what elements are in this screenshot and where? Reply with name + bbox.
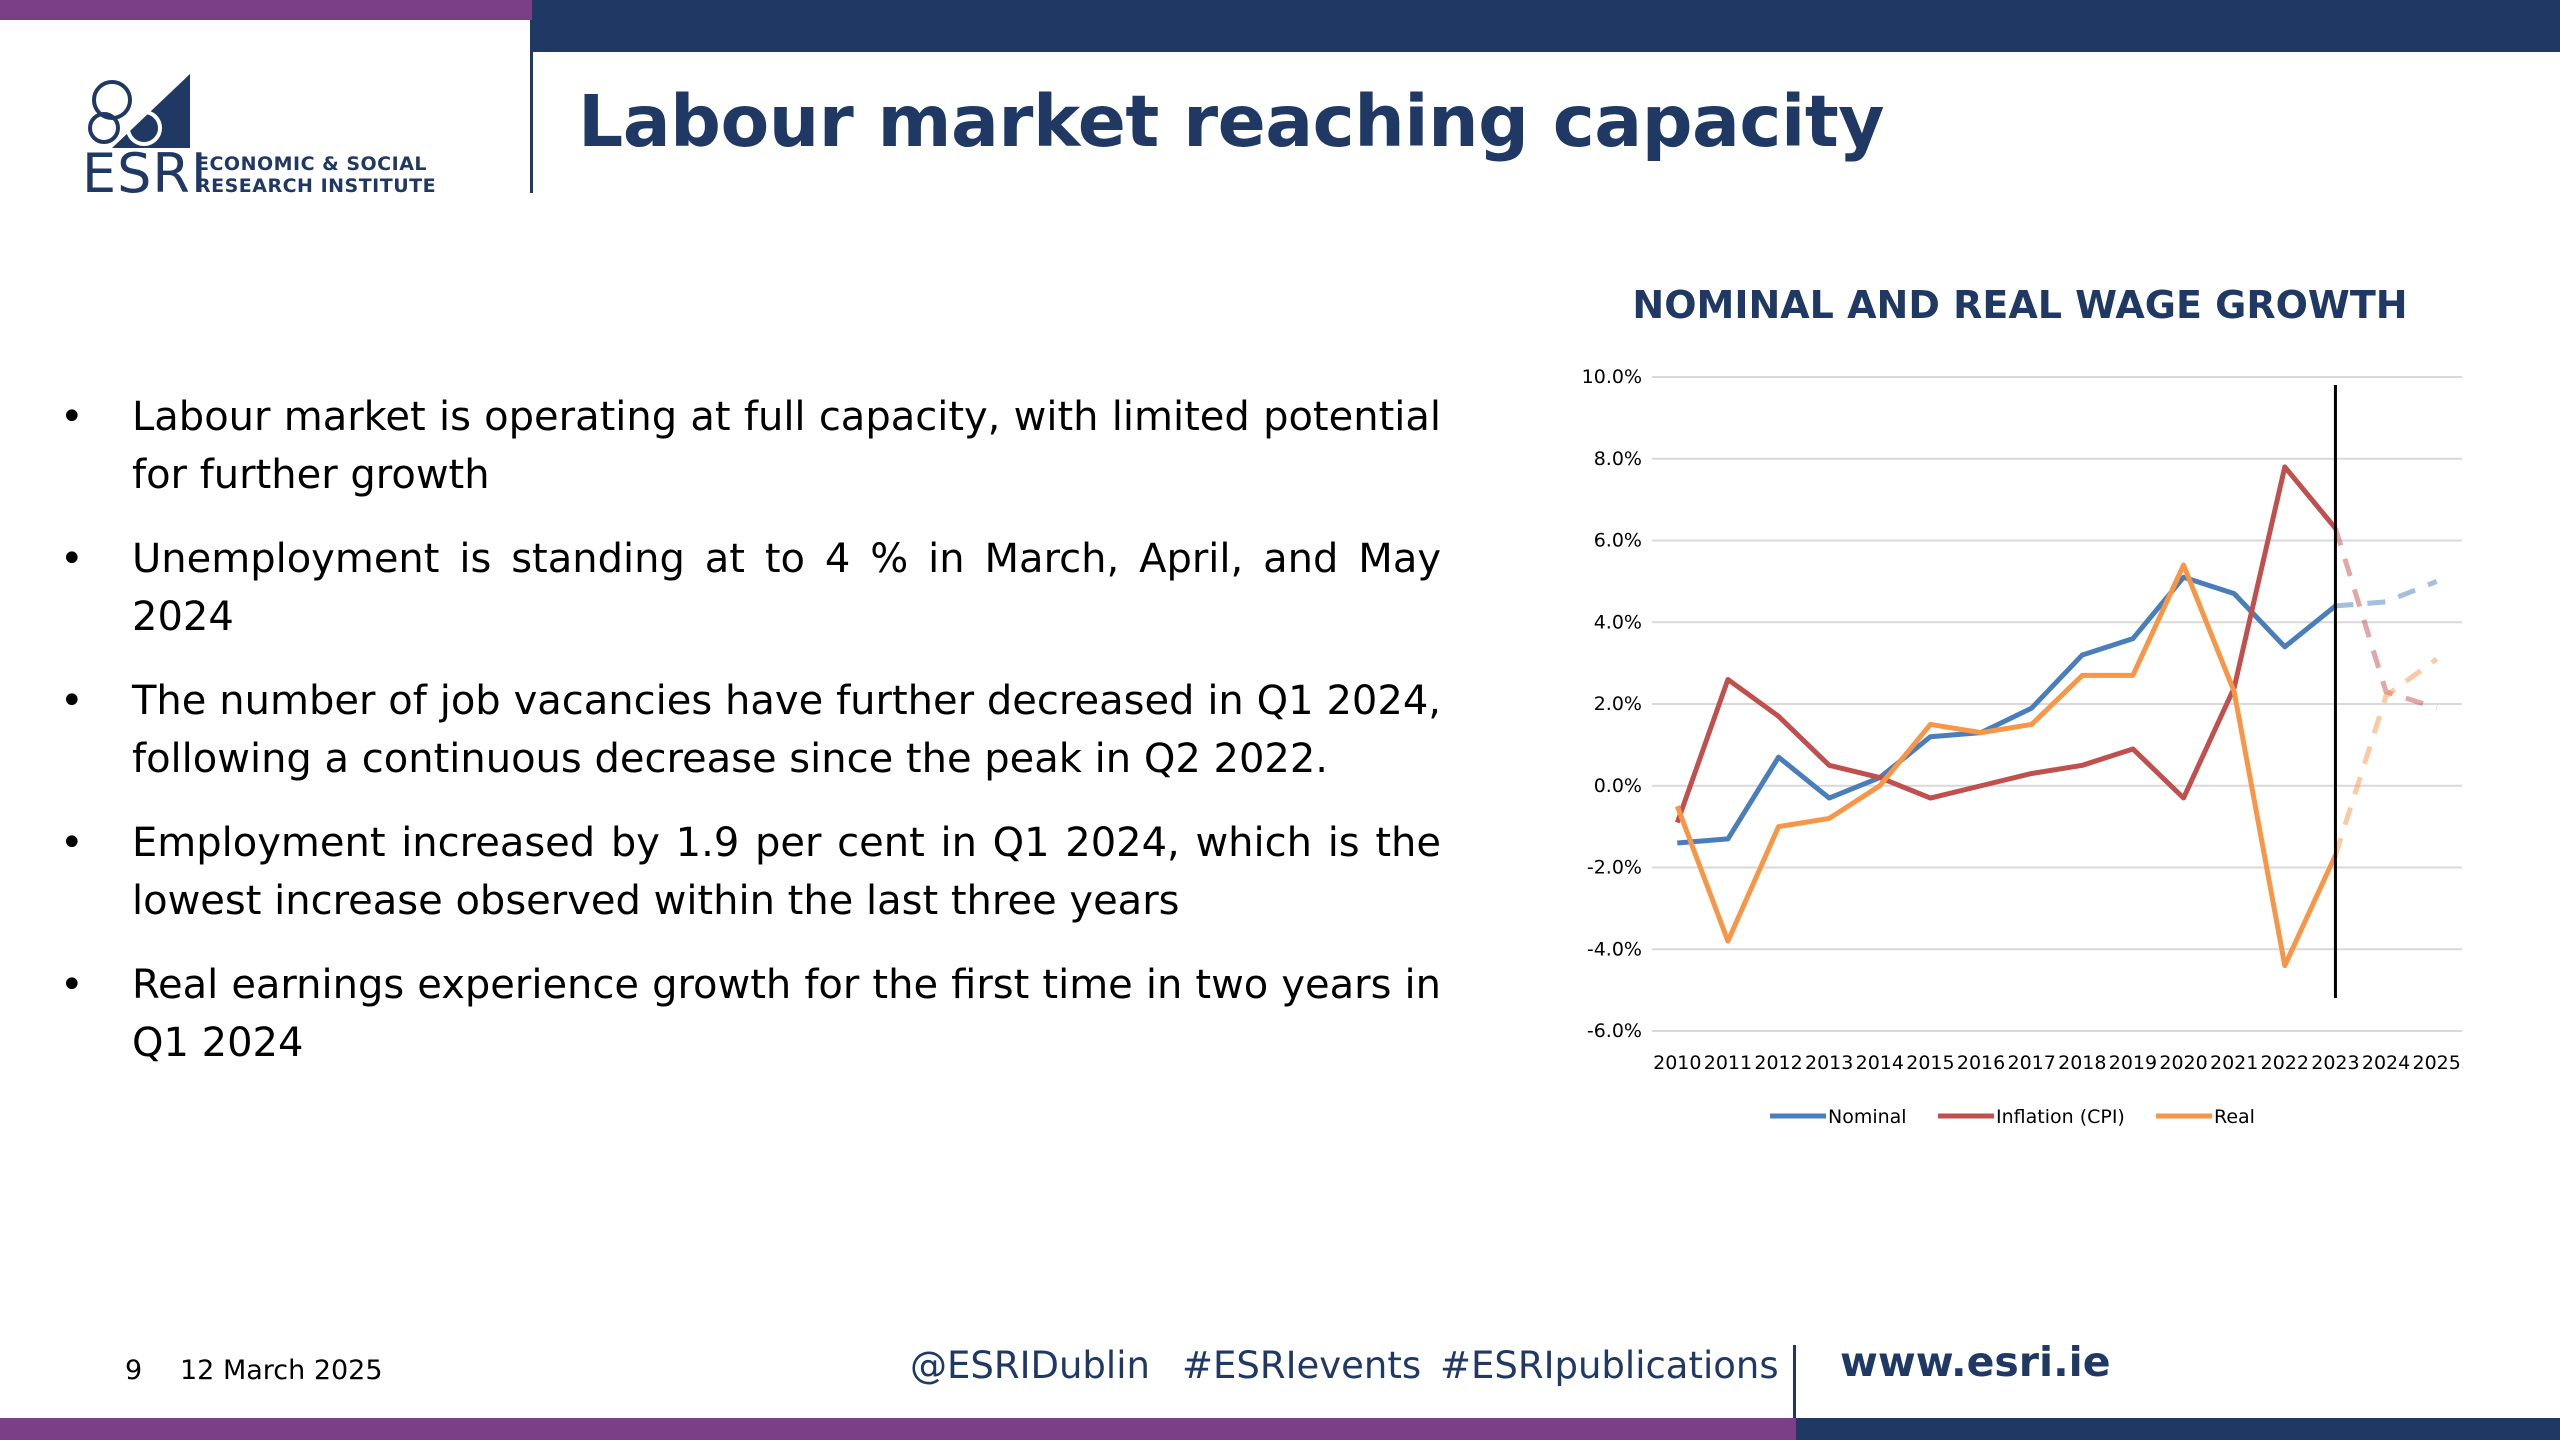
x-tick-label: 2023 [2311,1052,2359,1074]
series-line [1674,562,2338,969]
header-divider [530,20,533,193]
top-accent-bar-navy [532,0,2560,52]
y-tick-label: -2.0% [1587,857,1642,879]
x-tick-label: 2022 [2261,1052,2309,1074]
hashtag-publications[interactable]: #ESRIpublications [1440,1344,1779,1387]
bullet-item: Unemployment is standing at to 4 % in Ma… [56,530,1441,646]
bullet-list: Labour market is operating at full capac… [56,388,1441,1098]
y-tick-label: 0.0% [1594,775,1642,797]
x-tick-label: 2019 [2109,1052,2157,1074]
esri-logo: ESRI ECONOMIC & SOCIAL RESEARCH INSTITUT… [82,70,482,205]
esri-logo-mark-icon [88,74,190,148]
x-tick-label: 2025 [2413,1052,2461,1074]
x-tick-label: 2021 [2210,1052,2258,1074]
x-tick-label: 2018 [2058,1052,2106,1074]
y-tick-label: 2.0% [1594,693,1642,715]
x-tick-label: 2011 [1704,1052,1752,1074]
wage-growth-chart: -6.0% -4.0% -2.0% 0.0% 2.0% 4.0% 6.0% 8.0% 10.0%… [1582,366,2462,1128]
top-accent-bar-purple [0,0,532,20]
x-tick-label: 2015 [1906,1052,1954,1074]
x-tick-label: 2014 [1856,1052,1904,1074]
series-forecast-line [2335,579,2438,609]
logo-line-1: ECONOMIC & SOCIAL [196,153,428,175]
page-number: 9 [125,1355,143,1386]
bullet-item: Labour market is operating at full capac… [56,388,1441,504]
logo-wordmark: ESRI [82,142,208,205]
x-tick-label: 2012 [1754,1052,1802,1074]
x-tick-label: 2010 [1653,1052,1701,1074]
twitter-handle[interactable]: @ESRIDublin [910,1344,1150,1387]
bullet-item: Employment increased by 1.9 per cent in … [56,814,1441,930]
y-tick-label: 10.0% [1582,366,1642,388]
series-line [1677,574,2338,846]
legend-label: Inflation (CPI) [1996,1106,2125,1128]
chart-title: NOMINAL AND REAL WAGE GROWTH [1632,283,2408,327]
y-tick-label: -6.0% [1587,1020,1642,1042]
bullet-item: Real earnings experience growth for the … [56,956,1441,1072]
x-tick-label: 2013 [1805,1052,1853,1074]
footer-divider [1793,1345,1796,1420]
series-line [1674,464,2338,824]
series-forecast-line [2333,657,2439,856]
y-tick-label: -4.0% [1587,938,1642,960]
y-tick-label: 8.0% [1594,448,1642,470]
legend-label: Real [2214,1106,2255,1128]
x-tick-label: 2020 [2159,1052,2207,1074]
series-forecast-line [2333,527,2438,711]
y-tick-label: 4.0% [1594,611,1642,633]
hashtag-events[interactable]: #ESRIevents [1182,1344,1422,1387]
y-tick-label: 6.0% [1594,530,1642,552]
x-tick-label: 2017 [2008,1052,2056,1074]
bullet-item: The number of job vacancies have further… [56,672,1441,788]
logo-line-2: RESEARCH INSTITUTE [196,175,437,197]
page-title: Labour market reaching capacity [578,80,1885,163]
x-tick-label: 2024 [2362,1052,2410,1074]
bottom-accent-bar-navy [1796,1418,2560,1440]
bottom-accent-bar-purple [0,1418,1796,1440]
x-tick-label: 2016 [1957,1052,2005,1074]
footer-date: 12 March 2025 [180,1355,383,1386]
legend-label: Nominal [1828,1106,1907,1128]
website-link[interactable]: www.esri.ie [1840,1338,2111,1386]
